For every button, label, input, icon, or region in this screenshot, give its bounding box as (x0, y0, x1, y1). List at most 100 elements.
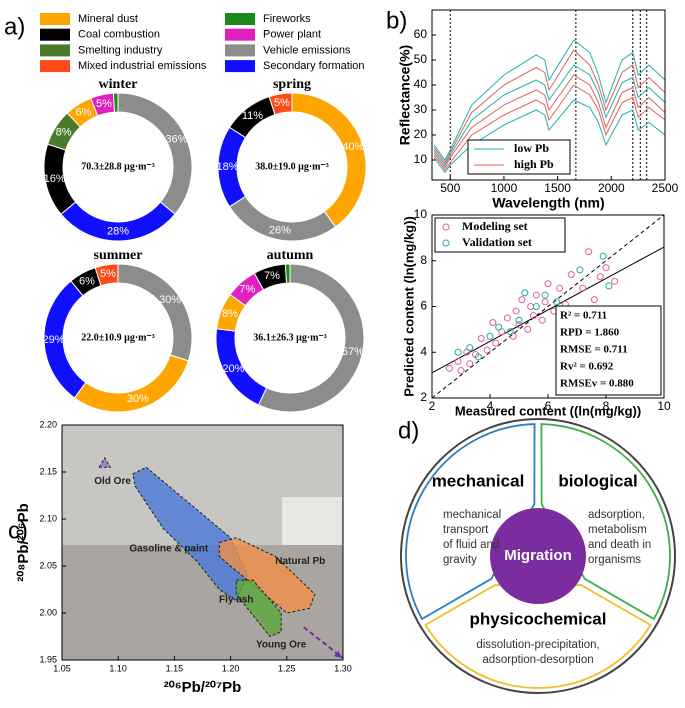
center-circle (490, 508, 586, 604)
slice-label: 6% (79, 275, 95, 287)
panel-label: b) (386, 7, 407, 34)
data-point (503, 314, 511, 322)
y-tick-label: 10 (414, 152, 428, 166)
slice-label: 30% (127, 393, 149, 405)
spectrum-line (433, 64, 666, 166)
stats-text: RMSE = 0.711 (560, 344, 628, 356)
donut-slice (117, 263, 193, 362)
section-text: transport (443, 524, 489, 536)
legend-box (434, 217, 566, 253)
donut-center-label: 36.1±26.3 μg·m⁻³ (253, 332, 327, 343)
legend-label: Modeling set (462, 219, 528, 233)
legend-swatch (40, 44, 70, 57)
section-text: mechanical (443, 509, 501, 521)
y-axis-label: Predicted content (ln(mg/kg)) (401, 216, 416, 397)
y-tick-label: 40 (414, 77, 428, 91)
donut-slice (291, 92, 367, 228)
data-point (466, 344, 474, 352)
slice-label: 30% (159, 294, 181, 306)
data-point (518, 296, 526, 304)
y-tick-label: 4 (420, 344, 427, 358)
legend-swatch (40, 60, 70, 73)
slice-label: 16% (44, 173, 66, 185)
sector (405, 423, 536, 621)
spectrum-line (433, 39, 666, 161)
y-tick-label: 50 (414, 52, 428, 66)
arrow-label: Young Ore (256, 640, 307, 651)
spectrum-line (433, 99, 666, 174)
data-point (538, 316, 546, 324)
y-tick-label: 6 (420, 299, 427, 313)
y-tick-label: 2.00 (39, 607, 57, 617)
data-point (585, 248, 593, 256)
isotope-region (235, 579, 282, 638)
sector (540, 423, 671, 621)
y-tick-label: 2.10 (39, 513, 57, 523)
isotope-region (98, 456, 112, 468)
panel-label: d) (398, 417, 419, 444)
isotope-region (218, 537, 316, 614)
legend-swatch (225, 13, 255, 25)
data-point (477, 335, 485, 343)
section-text: adsorption-desorption (482, 654, 593, 666)
data-point (553, 298, 561, 306)
donut-slice (117, 92, 193, 215)
data-point (579, 284, 587, 292)
data-point (590, 296, 598, 304)
x-tick-label: 10 (657, 399, 671, 413)
y-tick-label: 30 (414, 102, 428, 116)
legend-swatch (225, 28, 255, 41)
donut-center-label: 22.0±10.9 μg·m⁻³ (81, 332, 155, 343)
x-tick-label: 2500 (652, 181, 679, 195)
legend-swatch (225, 60, 255, 73)
data-point (567, 270, 575, 278)
slice-label: 5% (274, 97, 290, 109)
x-tick-label: 1000 (491, 181, 518, 195)
data-point (454, 348, 462, 356)
data-point (541, 291, 549, 299)
y-tick-label: 1.95 (39, 654, 57, 664)
data-point (457, 367, 465, 375)
data-point (515, 316, 523, 324)
y-axis-label: Reflectance(%) (397, 45, 413, 145)
data-point (483, 346, 491, 354)
x-tick-label: 500 (440, 181, 460, 195)
slice-label: 36% (165, 133, 187, 145)
data-point (512, 307, 520, 315)
x-tick-label: 2000 (598, 181, 625, 195)
panel-label: c) (8, 517, 28, 544)
y-tick-label: 2.15 (39, 466, 57, 476)
donut-slice (268, 92, 293, 116)
data-point (532, 303, 540, 310)
y-tick-label: 60 (414, 27, 428, 41)
region-label: Fly ash (219, 594, 253, 605)
region-label: Gasoline & paint (129, 544, 209, 555)
slice-label: 5% (100, 268, 116, 280)
slice-label: 8% (222, 308, 238, 320)
arrow-head (334, 651, 343, 659)
x-tick-label: 2 (429, 399, 436, 413)
legend-label: low Pb (514, 141, 549, 155)
data-point (466, 360, 474, 368)
section-text: metabolism (588, 524, 647, 536)
data-point (602, 264, 610, 272)
data-point (524, 325, 532, 333)
center-label: Migration (504, 547, 572, 564)
slice-label: 18% (216, 161, 238, 173)
data-point (492, 339, 500, 347)
data-point (599, 252, 607, 260)
slice-label: 7% (239, 284, 255, 296)
x-axis-label: ²⁰⁶Pb/²⁰⁷Pb (164, 679, 242, 696)
donut-slice (112, 92, 119, 113)
x-tick-label: 1.25 (278, 663, 296, 673)
legend-label: Power plant (263, 29, 321, 41)
data-point (611, 277, 619, 285)
slice-label: 57% (342, 346, 364, 358)
donut-title: autumn (267, 248, 314, 263)
x-tick-label: 1500 (544, 181, 571, 195)
panel-label: a) (4, 13, 25, 40)
x-tick-label: 8 (603, 399, 610, 413)
x-tick-label: 1.30 (334, 663, 352, 673)
y-tick-label: 8 (420, 253, 427, 267)
